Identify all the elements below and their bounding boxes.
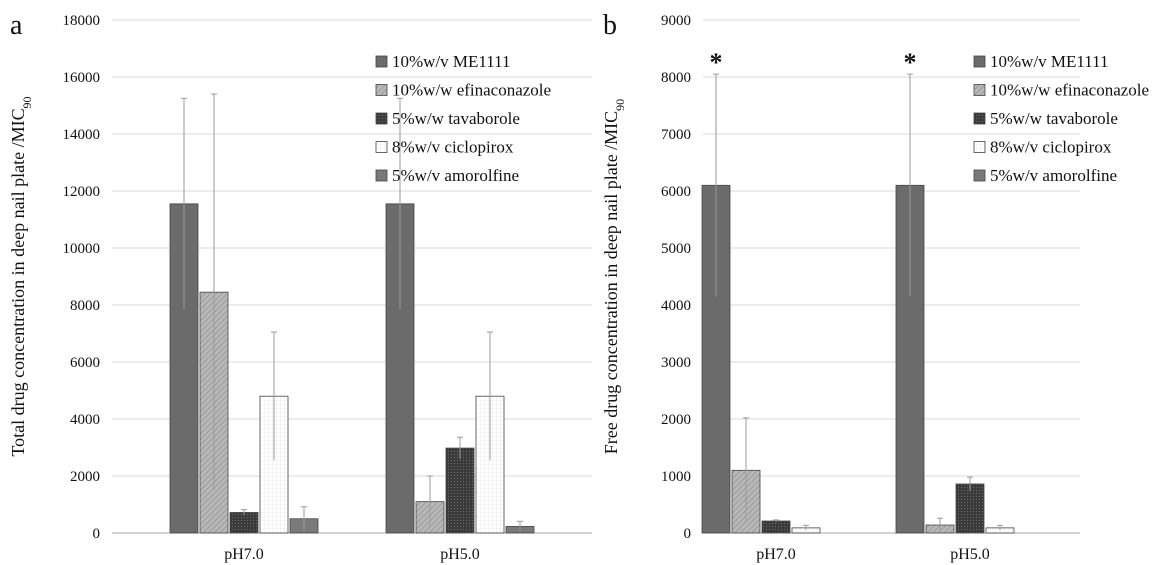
legend-swatch <box>973 55 986 68</box>
legend-label: 5%w/w tavaborole <box>990 109 1118 128</box>
legend-swatch <box>973 169 986 182</box>
y-tick-label: 6000 <box>70 355 100 371</box>
legend: 10%w/v ME1111 10%w/w efinaconazole 5%w/w t… <box>973 52 1149 185</box>
y-tick-label: 0 <box>93 526 101 542</box>
panel-label: a <box>10 10 23 41</box>
legend-swatch <box>973 84 986 96</box>
legend-label: 8%w/v ciclopirox <box>990 138 1112 157</box>
bar <box>955 483 985 534</box>
y-axis-label: Total drug concentration in deep nail pl… <box>8 96 34 456</box>
bar <box>761 520 791 534</box>
bar <box>385 203 415 534</box>
x-tick-label: pH5.0 <box>440 546 480 563</box>
y-tick-label: 7000 <box>661 127 691 143</box>
y-tick-label: 2000 <box>70 469 100 485</box>
bar <box>445 447 475 534</box>
legend-label: 5%w/v amorolfine <box>392 166 519 185</box>
y-tick-label: 12000 <box>63 184 101 200</box>
y-axis-label: Free drug concentration in deep nail pla… <box>601 99 627 454</box>
bar <box>229 512 259 534</box>
significance-marker: * <box>710 48 723 77</box>
y-tick-label: 16000 <box>63 70 101 86</box>
y-tick-label: 2000 <box>661 412 691 428</box>
y-tick-label: 14000 <box>63 127 101 143</box>
legend-swatch <box>375 112 388 125</box>
y-tick-label: 4000 <box>70 412 100 428</box>
y-tick-label: 18000 <box>63 13 101 29</box>
legend-label: 8%w/v ciclopirox <box>392 138 514 157</box>
y-tick-label: 6000 <box>661 184 691 200</box>
x-tick-label: pH7.0 <box>224 546 264 563</box>
legend-label: 10%w/v ME1111 <box>392 52 511 71</box>
y-tick-label: 4000 <box>661 298 691 314</box>
legend-label: 10%w/w efinaconazole <box>990 81 1149 100</box>
legend-swatch <box>973 112 986 125</box>
y-tick-label: 0 <box>684 526 692 542</box>
y-tick-label: 9000 <box>661 13 691 29</box>
chart-panel-b: b 0 1000 2000 3000 4000 5000 6000 7000 8000 9000 Fr… <box>601 10 1149 563</box>
legend-swatch <box>375 169 388 182</box>
y-tick-label: 1000 <box>661 469 691 485</box>
legend: 10%w/v ME1111 10%w/w efinaconazole 5%w/w t… <box>375 52 551 185</box>
legend-label: 10%w/w efinaconazole <box>392 81 551 100</box>
y-tick-label: 5000 <box>661 241 691 257</box>
legend-swatch <box>375 84 388 96</box>
legend-swatch <box>973 141 986 153</box>
y-tick-label: 3000 <box>661 355 691 371</box>
x-tick-label: pH5.0 <box>950 546 990 563</box>
y-tick-label: 10000 <box>63 241 101 257</box>
y-tick-label: 8000 <box>70 298 100 314</box>
y-tick-label: 8000 <box>661 70 691 86</box>
panel-label: b <box>603 10 617 41</box>
legend-label: 5%w/v amorolfine <box>990 166 1117 185</box>
significance-marker: * <box>904 48 917 77</box>
legend-swatch <box>375 141 388 153</box>
legend-swatch <box>375 55 388 68</box>
legend-label: 5%w/w tavaborole <box>392 109 520 128</box>
chart-panel-a: a 0 2000 4000 6000 8000 10000 12000 14000 16000 18… <box>8 10 592 563</box>
legend-label: 10%w/v ME1111 <box>990 52 1109 71</box>
x-tick-label: pH7.0 <box>756 546 796 563</box>
